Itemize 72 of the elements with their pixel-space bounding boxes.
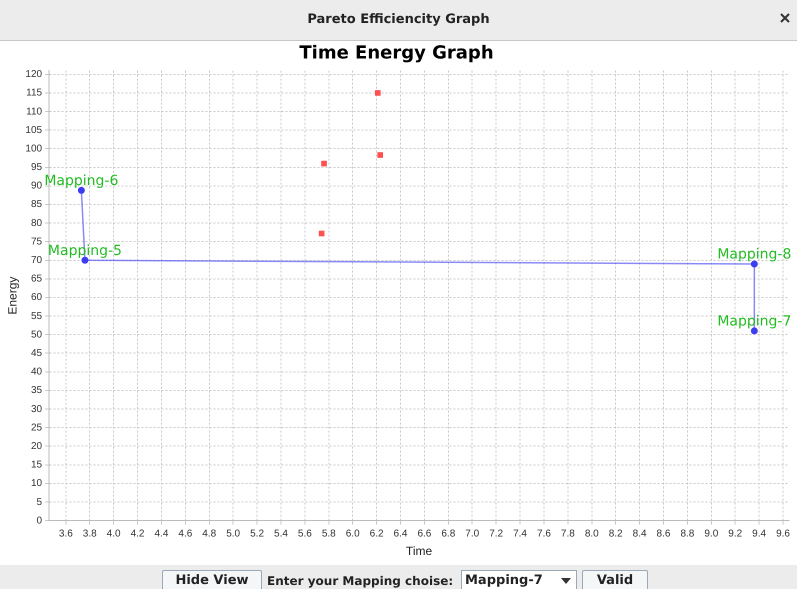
x-tick-label: 5.4 — [274, 528, 288, 540]
x-tick-label: 4.2 — [130, 528, 145, 540]
y-tick-label: 55 — [30, 310, 43, 322]
y-tick-label: 45 — [30, 348, 43, 359]
x-tick-label: 4.6 — [178, 528, 193, 540]
x-tick-label: 3.8 — [82, 528, 98, 540]
y-tick-label: 90 — [30, 180, 43, 192]
x-tick-label: 9.2 — [728, 528, 743, 540]
x-tick-label: 6.0 — [346, 528, 360, 540]
x-tick-label: 6.4 — [394, 528, 408, 540]
x-tick-label: 7.8 — [560, 528, 576, 540]
x-tick-label: 8.4 — [632, 528, 647, 540]
text: Hide View — [162, 570, 262, 589]
y-tick-label: 75 — [30, 236, 43, 248]
y-tick-label: 40 — [30, 366, 43, 378]
x-axis-title: Time — [406, 544, 432, 558]
annotation: Mapping-6 — [44, 172, 118, 189]
x-tick-label: 4.8 — [202, 528, 217, 540]
y-tick-label: 30 — [30, 404, 43, 415]
x-tick-label: 8.0 — [584, 528, 600, 540]
x-tick-label: 5.2 — [250, 528, 264, 540]
y-tick-label: 65 — [30, 274, 43, 285]
y-tick-label: 5 — [36, 496, 43, 508]
y-tick-label: 95 — [30, 162, 43, 174]
x-tick-label: 4.4 — [154, 528, 169, 540]
y-tick-label: 80 — [30, 218, 43, 229]
x-tick-label: 8.2 — [608, 528, 624, 540]
annotation: Mapping-8 — [717, 246, 792, 263]
y-tick-label: 35 — [30, 385, 43, 396]
x-tick-label: 7.6 — [537, 528, 552, 540]
point — [377, 152, 384, 158]
x-tick-label: 3.6 — [58, 528, 74, 540]
x-tick-label: 6.2 — [370, 528, 384, 540]
text: Pareto Efficiencity Graph — [306, 12, 491, 27]
y-tick-label: 50 — [30, 329, 43, 340]
y-tick-label: 85 — [30, 199, 43, 210]
y-tick-label: 120 — [25, 69, 43, 80]
y-tick-label: 110 — [26, 106, 43, 118]
x-tick-label: 5.8 — [322, 528, 336, 540]
y-tick-label: 10 — [30, 478, 43, 490]
x-tick-label: 6.8 — [441, 528, 456, 540]
y-tick-label: 70 — [30, 255, 43, 266]
x-tick-label: 8.8 — [680, 528, 695, 540]
y-axis-title: Energy — [6, 276, 20, 315]
y-tick-label: 100 — [25, 143, 43, 154]
point — [321, 160, 327, 166]
y-tick-label: 0 — [36, 515, 43, 526]
text: Valid — [582, 570, 648, 589]
y-tick-label: 115 — [26, 88, 43, 99]
x-tick-label: 9.6 — [776, 528, 790, 540]
annotation: Mapping-7 — [717, 314, 792, 330]
x-tick-label: 4.0 — [106, 528, 122, 540]
chart-title: Time Energy Graph — [299, 42, 494, 64]
x-tick-label: 7.2 — [489, 528, 504, 540]
y-tick-label: 25 — [30, 422, 43, 434]
text: Enter your Mapping choise: — [267, 574, 454, 588]
x-tick-label: 9.0 — [704, 528, 719, 540]
x-tick-label: 9.4 — [752, 528, 767, 540]
x-tick-label: 6.6 — [417, 528, 432, 540]
x-tick-label: 7.0 — [465, 528, 480, 540]
x-tick-label: 8.6 — [656, 528, 671, 540]
x-tick-label: 5.0 — [226, 528, 241, 540]
x-tick-label: 5.6 — [298, 528, 312, 540]
y-tick-label: 15 — [30, 460, 43, 471]
x-tick-label: 7.4 — [513, 528, 528, 540]
point — [318, 230, 324, 236]
y-tick-label: 20 — [30, 440, 43, 452]
annotation: Mapping-5 — [48, 242, 122, 259]
y-tick-label: 105 — [25, 124, 43, 136]
point — [374, 90, 381, 96]
y-tick-label: 60 — [30, 292, 43, 304]
text: Mapping-7 — [461, 570, 577, 589]
